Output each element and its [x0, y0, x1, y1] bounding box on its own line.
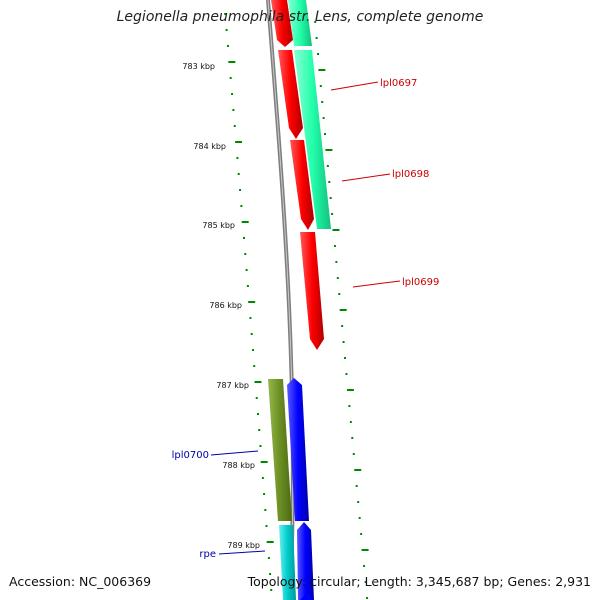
scale-label: 783 kbp — [182, 62, 215, 71]
scale-label: 787 kbp — [216, 381, 249, 390]
gene-label-lpl0699[interactable]: lpl0699 — [402, 277, 439, 288]
scale-ticks-outer — [314, 21, 369, 599]
accession-text: Accession: NC_006369 — [9, 574, 152, 589]
cds-arrow-forward — [278, 50, 303, 139]
gene-label-lpl0698[interactable]: lpl0698 — [392, 169, 429, 180]
scale-label: 788 kbp — [222, 461, 255, 470]
gene-label-lpl0697[interactable]: lpl0697 — [380, 78, 417, 89]
scale-label: 786 kbp — [209, 301, 242, 310]
genome-summary-text: Topology: circular; Length: 3,345,687 bp… — [247, 574, 591, 589]
leader-line — [352, 280, 401, 288]
gene-bar-reverse — [279, 525, 296, 600]
leader-line — [341, 173, 391, 182]
gene-label-rpe[interactable]: rpe — [199, 549, 216, 560]
gene-label-lpl0700[interactable]: lpl0700 — [172, 450, 209, 461]
cds-arrow-reverse — [287, 378, 309, 521]
leader-line — [210, 450, 259, 456]
gene-bar-forward — [294, 50, 331, 229]
map-title: Legionella pneumophila str. Lens, comple… — [116, 9, 484, 25]
cds-arrow-forward — [271, 0, 293, 47]
scale-label: 785 kbp — [202, 221, 235, 230]
cds-arrow-forward — [290, 140, 314, 230]
scale-label: 784 kbp — [193, 142, 226, 151]
scale-label: 789 kbp — [227, 541, 260, 550]
genome-backbone-highlight — [267, 0, 294, 600]
cds-arrow-forward — [300, 232, 324, 350]
gene-bar-forward — [288, 0, 312, 46]
cds-arrow-reverse — [300, 593, 313, 600]
scale-ticks-inner — [224, 13, 274, 591]
cds-arrow-reverse — [297, 522, 314, 600]
leader-line — [218, 550, 266, 555]
gene-bar-reverse — [268, 379, 292, 521]
leader-line — [330, 81, 379, 91]
